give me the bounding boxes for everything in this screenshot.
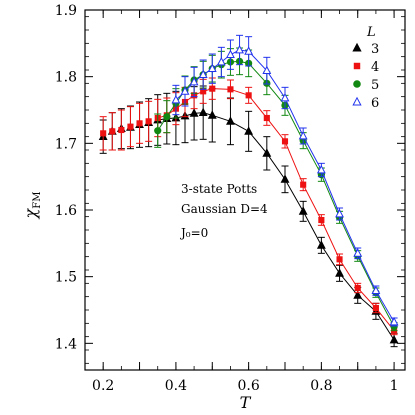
x-tick-label: 0.8 <box>310 378 332 394</box>
legend-title: L <box>366 25 376 40</box>
data-point-6 <box>171 94 181 104</box>
data-point-6 <box>389 316 399 326</box>
data-point-4 <box>318 216 325 224</box>
x-tick-label: 0.6 <box>238 378 260 394</box>
x-tick-label: 0.2 <box>92 378 114 394</box>
data-point-4 <box>245 92 252 99</box>
series-4 <box>99 77 398 336</box>
data-point-4 <box>354 284 361 292</box>
data-point-3 <box>316 240 326 249</box>
y-axis-label-sub: FM <box>32 192 43 209</box>
annotation-model: 3-state Potts <box>181 182 257 196</box>
data-point-6 <box>207 63 217 73</box>
data-point-4 <box>227 86 234 93</box>
x-axis-label: T <box>240 393 252 412</box>
y-tick-label: 1.5 <box>55 270 77 286</box>
data-point-4 <box>200 88 207 95</box>
data-point-3 <box>244 126 254 135</box>
legend-label-6: 6 <box>371 96 379 111</box>
data-point-6 <box>235 44 244 54</box>
data-point-4 <box>118 126 125 134</box>
data-point-6 <box>353 248 363 257</box>
data-point-3 <box>353 290 363 299</box>
data-point-6 <box>280 92 290 102</box>
data-point-3 <box>207 110 217 119</box>
data-point-4 <box>100 130 107 137</box>
data-point-6 <box>180 86 190 95</box>
legend-label-3: 3 <box>371 42 379 57</box>
y-tick-label: 1.4 <box>55 336 77 352</box>
data-point-3 <box>389 334 399 344</box>
data-point-4 <box>127 123 134 130</box>
x-tick-label: 1 <box>390 378 399 394</box>
tick-labels: 0.2 0.4 0.6 0.8 1 1.4 1.5 1.6 1.7 1.8 1.9 <box>55 3 399 394</box>
y-tick-label: 1.6 <box>55 203 77 219</box>
data-point-6 <box>262 65 272 75</box>
data-point-3 <box>198 107 208 117</box>
data-point-5 <box>163 113 171 121</box>
y-axis-label: χFM <box>21 192 43 220</box>
y-tick-label: 1.8 <box>55 70 77 86</box>
data-point-3 <box>226 116 235 125</box>
data-point-6 <box>216 56 226 66</box>
series-6 <box>171 34 399 327</box>
data-point-6 <box>335 208 344 218</box>
data-point-5 <box>154 127 162 135</box>
legend-marker-5 <box>353 80 361 88</box>
data-point-4 <box>263 114 270 122</box>
data-point-4 <box>145 118 152 125</box>
data-point-4 <box>372 304 379 312</box>
annotation-distribution: Gaussian D=4 <box>181 202 268 216</box>
legend-label-5: 5 <box>371 78 379 93</box>
data-point-6 <box>189 76 199 86</box>
plot-frame <box>84 9 406 371</box>
data-point-6 <box>371 285 381 295</box>
data-point-3 <box>262 148 272 157</box>
data-point-4 <box>109 128 116 135</box>
y-tick-label: 1.7 <box>55 136 77 152</box>
data-point-4 <box>336 256 343 263</box>
y-axis-label-main: χ <box>21 207 40 219</box>
y-tick-label: 1.9 <box>55 3 77 19</box>
data-point-4 <box>136 120 143 127</box>
data-point-6 <box>198 69 208 79</box>
data-point-6 <box>244 46 254 55</box>
data-point-6 <box>226 49 235 59</box>
data-point-6 <box>298 130 308 140</box>
data-point-3 <box>335 268 344 277</box>
series-3 <box>98 85 399 348</box>
data-point-3 <box>280 174 290 183</box>
data-point-4 <box>300 181 307 188</box>
data-point-4 <box>281 138 289 145</box>
data-point-4 <box>209 85 216 92</box>
annotation-coupling: J₀=0 <box>179 226 208 240</box>
legend-marker-3 <box>352 42 362 52</box>
x-tick-label: 0.4 <box>165 378 187 394</box>
legend-marker-6 <box>352 96 362 106</box>
axis-ticks <box>84 9 405 370</box>
legend-label-4: 4 <box>371 60 379 75</box>
legend-marker-4 <box>353 62 361 70</box>
data-layer <box>98 34 399 348</box>
data-point-3 <box>298 206 308 215</box>
legend: L 3 4 5 6 <box>352 25 379 111</box>
data-point-3 <box>189 108 199 117</box>
data-point-6 <box>316 164 326 174</box>
